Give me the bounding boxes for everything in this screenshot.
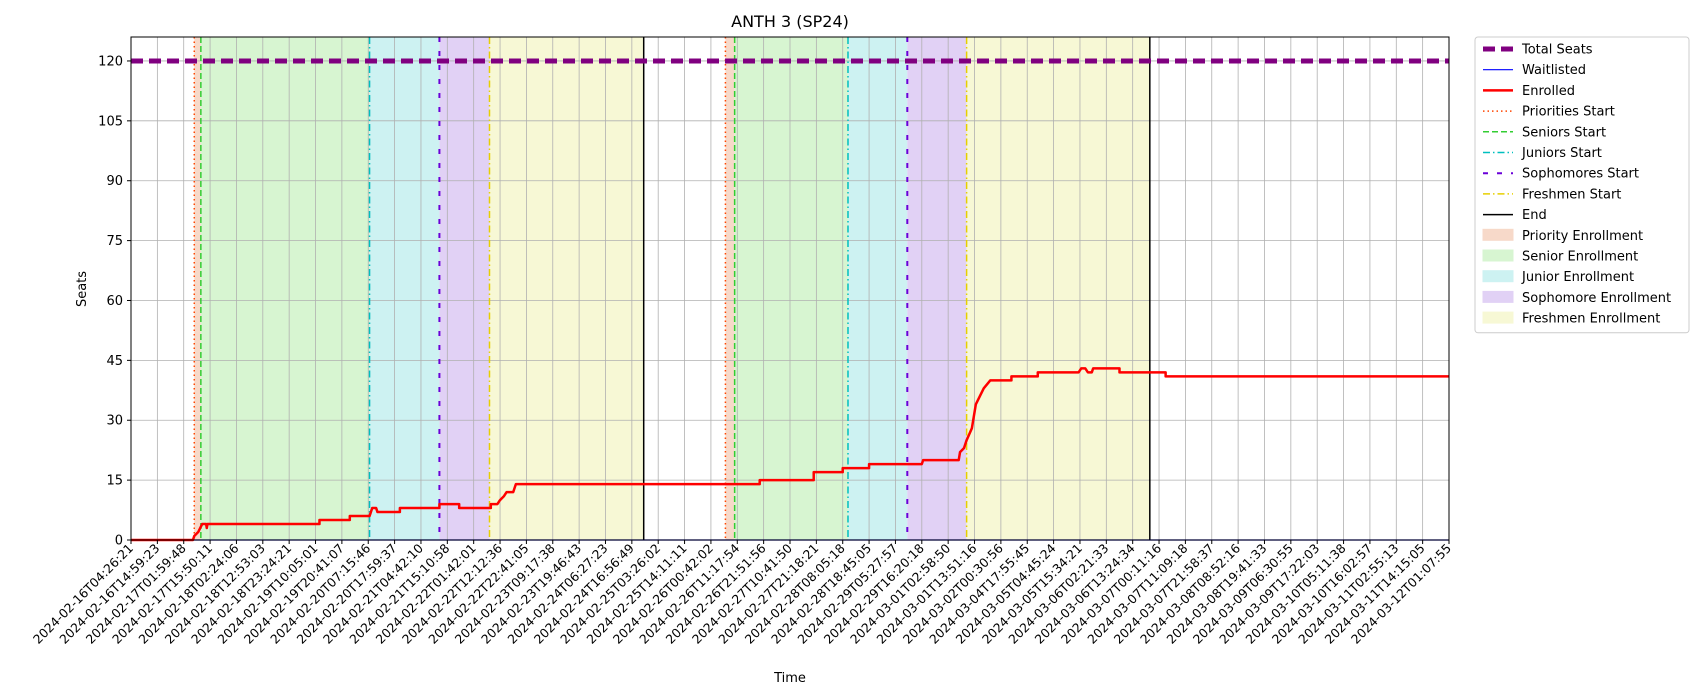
legend-label-junior-enrollment: Junior Enrollment [1521, 270, 1634, 285]
legend-label-total-seats: Total Seats [1521, 43, 1593, 58]
legend-label-freshmen-start: Freshmen Start [1522, 187, 1621, 202]
legend-label-seniors-start: Seniors Start [1522, 125, 1606, 140]
region-senior-enrollment [734, 37, 848, 540]
legend-label-priority-enrollment: Priority Enrollment [1522, 229, 1643, 244]
legend-label-senior-enrollment: Senior Enrollment [1522, 250, 1638, 265]
y-tick-label: 90 [106, 174, 123, 189]
region-priority-enrollment [194, 37, 201, 540]
legend-label-juniors-start: Juniors Start [1521, 146, 1602, 161]
legend-swatch-priority-enrollment [1482, 228, 1514, 241]
y-axis: 0 15 30 45 60 75 90 105 120 [98, 54, 131, 549]
region-freshmen-enrollment [966, 37, 1150, 540]
y-tick-label: 60 [106, 294, 123, 309]
legend-label-sophomore-enrollment: Sophomore Enrollment [1522, 291, 1671, 306]
x-axis: 2024-02-16T04:26:212024-02-16T14:59:2320… [30, 540, 1454, 647]
legend-label-priorities-start: Priorities Start [1522, 105, 1615, 120]
y-tick-label: 120 [98, 54, 123, 69]
x-axis-label: Time [773, 671, 806, 686]
legend-label-waitlisted: Waitlisted [1522, 63, 1586, 78]
region-junior-enrollment [369, 37, 440, 540]
legend-label-sophomores-start: Sophomores Start [1522, 167, 1639, 182]
legend: Total Seats Waitlisted Enrolled Priorities … [1474, 36, 1690, 334]
legend-box [1474, 36, 1690, 334]
y-tick-label: 15 [106, 474, 123, 489]
y-tick-label: 75 [106, 234, 123, 249]
y-tick-label: 105 [98, 114, 123, 129]
legend-swatch-sophomore-enrollment [1482, 290, 1514, 303]
y-tick-label: 0 [115, 534, 123, 549]
y-tick-label: 30 [106, 414, 123, 429]
phase-lines [193, 37, 1151, 540]
legend-label-end: End [1522, 208, 1547, 223]
legend-swatch-freshmen-enrollment [1482, 311, 1514, 324]
y-axis-label: Seats [75, 271, 90, 307]
legend-label-freshmen-enrollment: Freshmen Enrollment [1522, 312, 1660, 327]
legend-label-enrolled: Enrolled [1522, 84, 1575, 99]
y-tick-label: 45 [106, 354, 123, 369]
chart-title: ANTH 3 (SP24) [731, 12, 849, 31]
enrollment-regions [194, 37, 1150, 540]
legend-swatch-senior-enrollment [1482, 249, 1514, 262]
region-priority-enrollment [725, 37, 735, 540]
series-enrolled [131, 367, 1449, 542]
region-freshmen-enrollment [489, 37, 644, 540]
region-senior-enrollment [200, 37, 370, 540]
legend-swatch-junior-enrollment [1482, 270, 1514, 283]
